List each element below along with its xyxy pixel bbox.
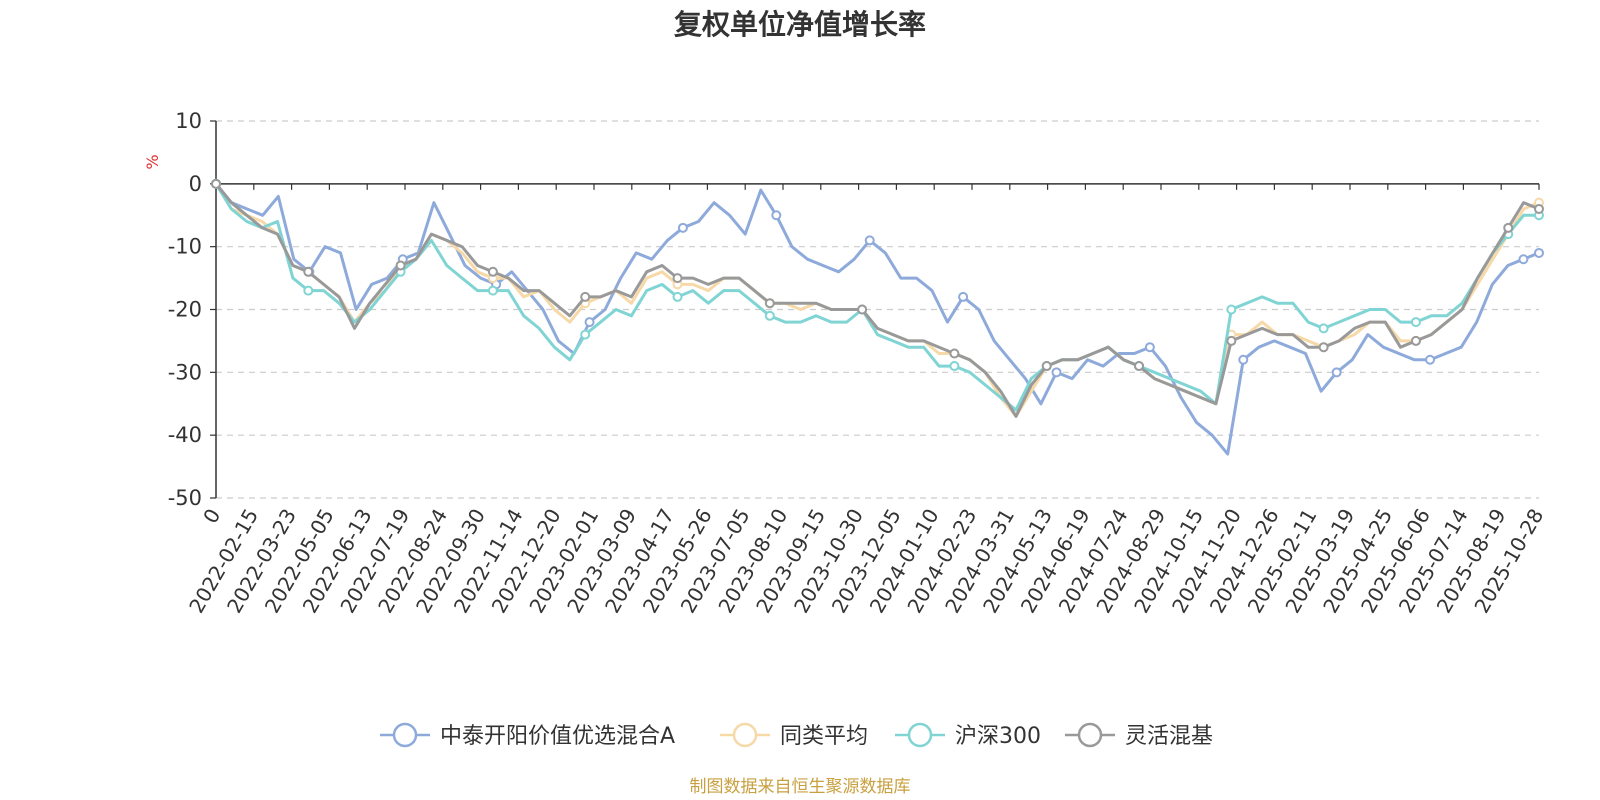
series-point-3 xyxy=(303,266,314,277)
series-point-2 xyxy=(1318,323,1329,334)
series-point-0 xyxy=(771,210,782,221)
data-source-note: 制图数据来自恒生聚源数据库 xyxy=(690,777,911,797)
y-tick-label: -10 xyxy=(168,235,202,259)
y-tick-label: -30 xyxy=(168,360,202,384)
series-point-3 xyxy=(487,266,498,277)
y-tick-label: -20 xyxy=(168,298,202,322)
y-tick-label: -40 xyxy=(168,423,202,447)
series-point-3 xyxy=(857,304,868,315)
legend-label: 中泰开阳价值优选混合A xyxy=(440,724,675,749)
y-tick-label: 10 xyxy=(175,109,202,133)
legend-label: 灵活混基 xyxy=(1125,724,1213,749)
series-point-3 xyxy=(1534,203,1544,214)
grid-lines xyxy=(216,120,1539,499)
series-point-0 xyxy=(958,291,969,302)
series-point-0 xyxy=(1425,354,1436,365)
legend-marker xyxy=(1077,722,1103,748)
legend-marker xyxy=(732,722,758,748)
legend-label: 沪深300 xyxy=(955,724,1041,749)
series-point-2 xyxy=(303,285,314,296)
series-point-3 xyxy=(1410,335,1421,346)
series-point-0 xyxy=(1331,367,1342,378)
x-tick-label: 0 xyxy=(198,505,225,528)
series-point-0 xyxy=(1534,247,1544,258)
series-point-0 xyxy=(864,235,875,246)
series-point-3 xyxy=(764,298,775,309)
series-point-0 xyxy=(1051,367,1062,378)
series-point-3 xyxy=(1134,361,1145,372)
series-lines xyxy=(211,178,1544,456)
series-point-2 xyxy=(487,285,498,296)
series-line-0 xyxy=(214,182,1540,456)
series-point-3 xyxy=(580,291,591,302)
legend-item-3: 灵活混基 xyxy=(1065,722,1213,749)
series-point-2 xyxy=(949,361,960,372)
series-point-3 xyxy=(395,260,406,271)
series-point-3 xyxy=(1503,222,1514,233)
series-point-0 xyxy=(1238,354,1249,365)
series-point-2 xyxy=(580,329,591,340)
series-point-0 xyxy=(1518,254,1529,265)
series-point-2 xyxy=(1226,304,1237,315)
series-point-0 xyxy=(677,222,688,233)
series-point-3 xyxy=(211,178,221,189)
series-point-3 xyxy=(1226,335,1237,346)
series-line-2 xyxy=(214,183,1539,412)
legend-marker xyxy=(907,722,933,748)
legend: 中泰开阳价值优选混合A 同类平均 沪深300 灵活混基 xyxy=(380,722,1213,749)
series-point-2 xyxy=(764,310,775,321)
y-tick-label: 0 xyxy=(189,172,202,196)
y-tick-label: -50 xyxy=(168,486,202,510)
chart-title: 复权单位净值增长率 xyxy=(674,8,926,41)
series-point-3 xyxy=(1041,361,1052,372)
legend-item-2: 沪深300 xyxy=(895,722,1041,749)
legend-item-1: 同类平均 xyxy=(720,722,868,749)
series-point-2 xyxy=(1410,317,1421,328)
series-point-0 xyxy=(584,317,595,328)
series-point-2 xyxy=(672,291,683,302)
series-point-3 xyxy=(1318,342,1329,353)
series-point-0 xyxy=(1144,342,1155,353)
series-point-3 xyxy=(949,348,960,359)
axes: 100-10-20-30-40-5002022-02-152022-03-232… xyxy=(168,109,1549,617)
legend-label: 同类平均 xyxy=(780,724,868,749)
legend-marker xyxy=(392,722,418,748)
series-point-3 xyxy=(672,273,683,284)
series-line-1 xyxy=(214,183,1540,418)
y-axis-unit: % xyxy=(143,154,162,169)
series-line-3 xyxy=(214,182,1540,418)
legend-item-0: 中泰开阳价值优选混合A xyxy=(380,722,675,749)
